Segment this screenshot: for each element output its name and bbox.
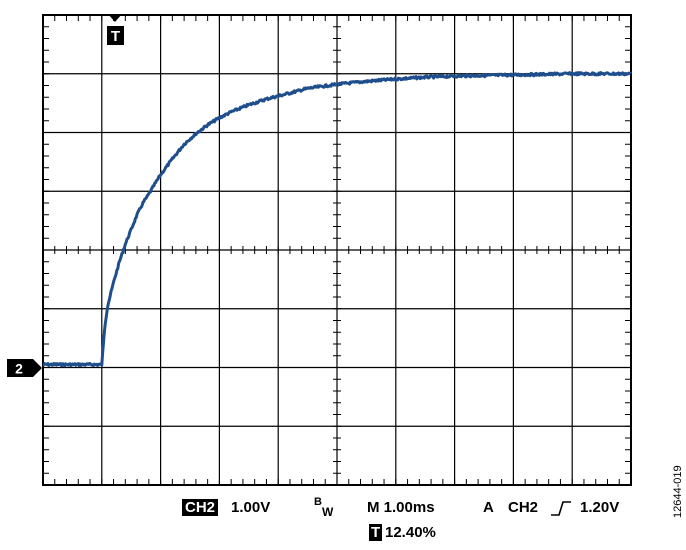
- screen-border: [42, 14, 632, 486]
- trigger-channel: CH2: [508, 499, 539, 516]
- trigger-marker-label: T: [111, 28, 120, 45]
- channel-label-box: CH2: [182, 499, 219, 516]
- trigger-marker: T: [107, 14, 124, 45]
- bandwidth-limit-main: B: [314, 496, 322, 508]
- volts-per-div: 1.00V: [231, 499, 271, 516]
- trigger-position: 12.40%: [385, 524, 436, 541]
- bandwidth-limit-sub: W: [322, 505, 334, 519]
- figure-id: 12644-019: [672, 465, 684, 518]
- channel-2-marker: 2: [7, 359, 42, 377]
- trigger-level: 1.20V: [580, 499, 620, 516]
- series-line-0: [42, 71, 632, 368]
- trace-layer: [42, 71, 632, 368]
- trigger-mode: A: [483, 499, 494, 516]
- trigger-position-box: T: [369, 524, 383, 541]
- channel-2-marker-label: 2: [15, 361, 23, 377]
- timebase: M 1.00ms: [367, 499, 435, 516]
- rising-edge-icon: [551, 501, 571, 516]
